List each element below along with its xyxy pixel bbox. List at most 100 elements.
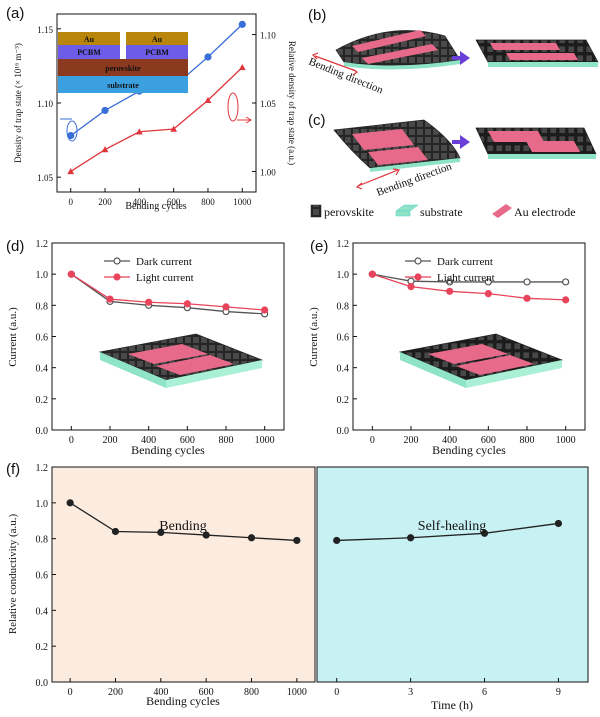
f-bending-point [202,531,210,539]
plot-frame-f-right [316,466,589,683]
d-series-1-point [145,298,153,306]
au-electrode [428,344,508,364]
d-series-1-point [106,295,114,303]
x-axis-label-f-right: Time (h) [431,698,473,712]
d-x-tick-label: 1000 [255,435,275,446]
e-legend-marker-1 [414,273,422,281]
f-y-tick-label: 0.4 [36,606,49,617]
d-x-tick-label: 400 [141,435,156,446]
d-y-tick-label: 0.0 [36,426,49,437]
self-healing-region-bg [317,467,588,682]
au-electrode [488,131,544,142]
substrate-layer [58,76,188,93]
d-legend-label-1: Light current [136,272,194,284]
bending-region-bg [52,467,315,682]
d-x-tick-label: 0 [69,435,74,446]
f-bending-point [293,536,301,545]
y-axis-label-d: Current (a.u.) [7,307,19,367]
e-series-1-point [523,294,531,302]
d-y-tick-label: 0.2 [36,395,49,406]
f-healing-point [480,529,489,537]
film-cracked-b [475,39,599,67]
a-y-tick-label: 1.05 [37,173,53,183]
chart-marks-a: 0 200 400 600 800 1000 1.05 1.10 1.15 1.00 1.05 1.1… [37,20,276,207]
au-electrode [128,344,208,364]
e-x-tick-label: 800 [520,435,535,446]
au-electrode [506,53,578,60]
f-left-x-tick-label: 800 [244,687,259,698]
f-right-x-tick-label: 3 [408,687,413,698]
au-layer-right [126,32,188,45]
a-series-right-point [67,168,75,175]
a-series-right-point [135,128,143,135]
bending-schematic: (b) (c) Bending direction [307,7,599,219]
e-x-tick-label: 0 [370,435,375,446]
d-y-tick-label: 0.4 [36,364,49,375]
d-legend-marker-1 [113,273,121,281]
panel-a: (a) 0 200 400 600 800 1000 1.05 1.10 1.15 1.00 1.0… [6,5,297,212]
e-x-tick-label: 200 [404,435,419,446]
perovskite-layer-label: perovskite [105,64,141,73]
e-x-tick-label: 1000 [556,435,576,446]
a-series-right-point [170,125,178,132]
y-axis-label-e: Current (a.u.) [308,307,320,367]
legend-perovskite: perovskite [324,205,374,219]
f-y-tick-label: 0.6 [36,571,49,582]
au-electrode [352,30,426,52]
d-legend-marker-0 [113,257,121,265]
perovskite-legend-swatch [310,204,322,218]
a-series-left-point [204,53,212,61]
au-layer-left [58,32,120,45]
x-axis-label-e: Bending cycles [432,443,506,457]
e-series-1-point [368,270,376,278]
a-x-tick-label: 1000 [233,197,252,207]
f-y-tick-label: 1.2 [36,463,49,474]
a-series-right-point [204,96,212,103]
f-healing-point [554,519,563,528]
d-y-tick-label: 0.6 [36,333,49,344]
electrode-legend-swatch [492,204,512,218]
f-right-x-tick-label: 9 [556,687,561,698]
x-axis-label-d: Bending cycles [131,443,205,457]
f-bending-line [69,502,297,542]
d-x-tick-label: 200 [103,435,118,446]
e-series-1-point [407,283,415,291]
a-y-tick-label: 1.10 [37,99,53,109]
inset-film-e [398,333,564,388]
f-bending-point [247,534,256,542]
panel-f: (f) 0.0 0.2 0.4 0.6 0.8 1.0 1.2 0 200 400 600 800 10… [6,461,589,712]
e-y-tick-label: 1.0 [337,270,350,281]
au-electrode [490,43,560,50]
e-x-tick-label: 400 [442,435,457,446]
pcbm-layer-right [126,45,188,59]
y-axis-label-f: Relative conductivity (a.u.) [7,513,19,634]
chart-marks-f: 0.0 0.2 0.4 0.6 0.8 1.0 1.2 0 200 400 600 800 1000 0 3… [36,463,563,698]
region-title-self-healing: Self-healing [418,519,486,534]
perovskite-layer [58,59,188,76]
d-series-1-point [183,300,191,308]
e-series-1-point [446,287,454,295]
panel-label-b: (b) [308,7,326,24]
f-left-x-tick-label: 400 [153,687,168,698]
schematic-legend: perovskite substrate Au electrode [310,204,576,219]
panel-e: (e) 0 200 400 600 800 1000 0.0 0.2 0.4 0.6 0.8 1.0 1… [308,238,586,457]
a-y2-tick-label: 1.00 [260,167,276,177]
e-legend-label-0: Dark current [437,256,493,268]
f-right-x-tick-label: 6 [482,687,487,698]
d-x-tick-label: 600 [180,435,195,446]
au-label-left: Au [84,35,95,44]
e-legend-label-1: Light current [437,272,495,284]
f-bending-point [111,527,120,536]
x-axis-label-a: Bending cycles [125,201,186,212]
e-y-tick-label: 0.2 [337,395,350,406]
legend-electrode: Au electrode [514,205,576,219]
f-healing-point [333,536,341,545]
chart-marks-d: 0 200 400 600 800 1000 0.0 0.2 0.4 0.6 0.8 1.0 1.2 Da… [36,239,275,446]
region-title-bending: Bending [159,519,206,534]
panel-label-f: (f) [6,461,20,478]
y2-axis-label-a: Relative density of trap state (a.u.) [287,41,297,165]
d-y-tick-label: 1.0 [36,270,49,281]
f-bending-point [66,499,74,507]
f-left-x-tick-label: 1000 [287,687,307,698]
